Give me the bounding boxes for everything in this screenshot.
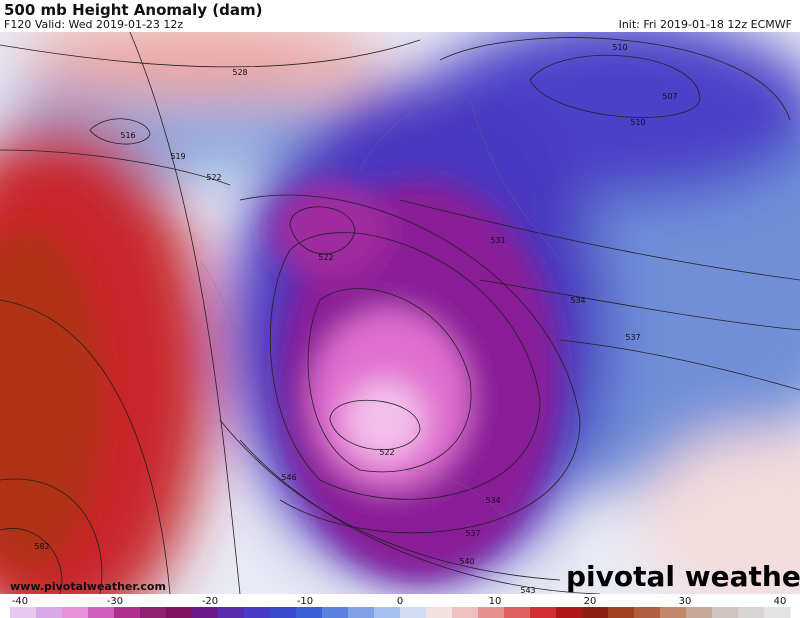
contour-label: 543 [520,586,535,595]
contour-label: 582 [34,542,49,551]
colorbar-swatch [582,607,609,618]
colorbar-label: -30 [107,596,123,607]
colorbar-swatch [192,607,219,618]
title: 500 mb Height Anomaly (dam) [4,1,263,19]
contour-label: 546 [281,473,296,482]
colorbar-swatch [634,607,661,618]
contour-label: 534 [485,496,500,505]
contour-label: 507 [662,92,677,101]
colorbar-swatch [686,607,713,618]
colorbar-swatch [140,607,167,618]
colorbar-label: -10 [297,596,313,607]
colorbar-swatch [270,607,297,618]
contour-label: 522 [379,448,394,457]
colorbar-label: 20 [584,596,597,607]
logo: pivotal weather [566,560,800,593]
colorbar-swatch [114,607,141,618]
colorbar-label: 40 [774,596,787,607]
colorbar-swatch [556,607,583,618]
colorbar-label: -20 [202,596,218,607]
colorbar-swatch [400,607,427,618]
colorbar-swatch [218,607,245,618]
watermark: www.pivotalweather.com [10,580,166,593]
contour-label: 528 [232,68,247,77]
contour-label: 519 [170,152,185,161]
contour-label: 522 [206,173,221,182]
colorbar-label: -40 [12,596,28,607]
init-time: Init: Fri 2019-01-18 12z ECMWF [618,18,792,31]
colorbar-swatch [764,607,791,618]
contour-label: 534 [570,296,585,305]
contour-label: 510 [630,118,645,127]
colorbar-swatch [504,607,531,618]
colorbar-swatch [426,607,453,618]
contour-label: 522 [318,253,333,262]
colorbar-swatch [374,607,401,618]
colorbar-swatch [452,607,479,618]
colorbar-label: 0 [397,596,403,607]
contour-label: 510 [612,43,627,52]
contour-label: 531 [490,236,505,245]
colorbar-swatch [608,607,635,618]
subtitle: F120 Valid: Wed 2019-01-23 12z [4,18,184,31]
colorbar-swatch [88,607,115,618]
colorbar-swatch [36,607,63,618]
contour-label: 540 [459,557,474,566]
colorbar-swatch [322,607,349,618]
colorbar-swatch [660,607,687,618]
colorbar-swatch [244,607,271,618]
colorbar-swatch [296,607,323,618]
colorbar-swatch [348,607,375,618]
contour-label: 537 [625,333,640,342]
colorbar-swatch [62,607,89,618]
contour-label: 516 [120,131,135,140]
colorbar-swatch [478,607,505,618]
colorbar-swatch [738,607,765,618]
colorbar-swatch [10,607,37,618]
colorbar-swatch [712,607,739,618]
colorbar-label: 30 [679,596,692,607]
colorbar-swatch [530,607,557,618]
contour-label: 537 [465,529,480,538]
colorbar-label: 10 [489,596,502,607]
colorbar-swatch [166,607,193,618]
map-field [0,32,800,594]
